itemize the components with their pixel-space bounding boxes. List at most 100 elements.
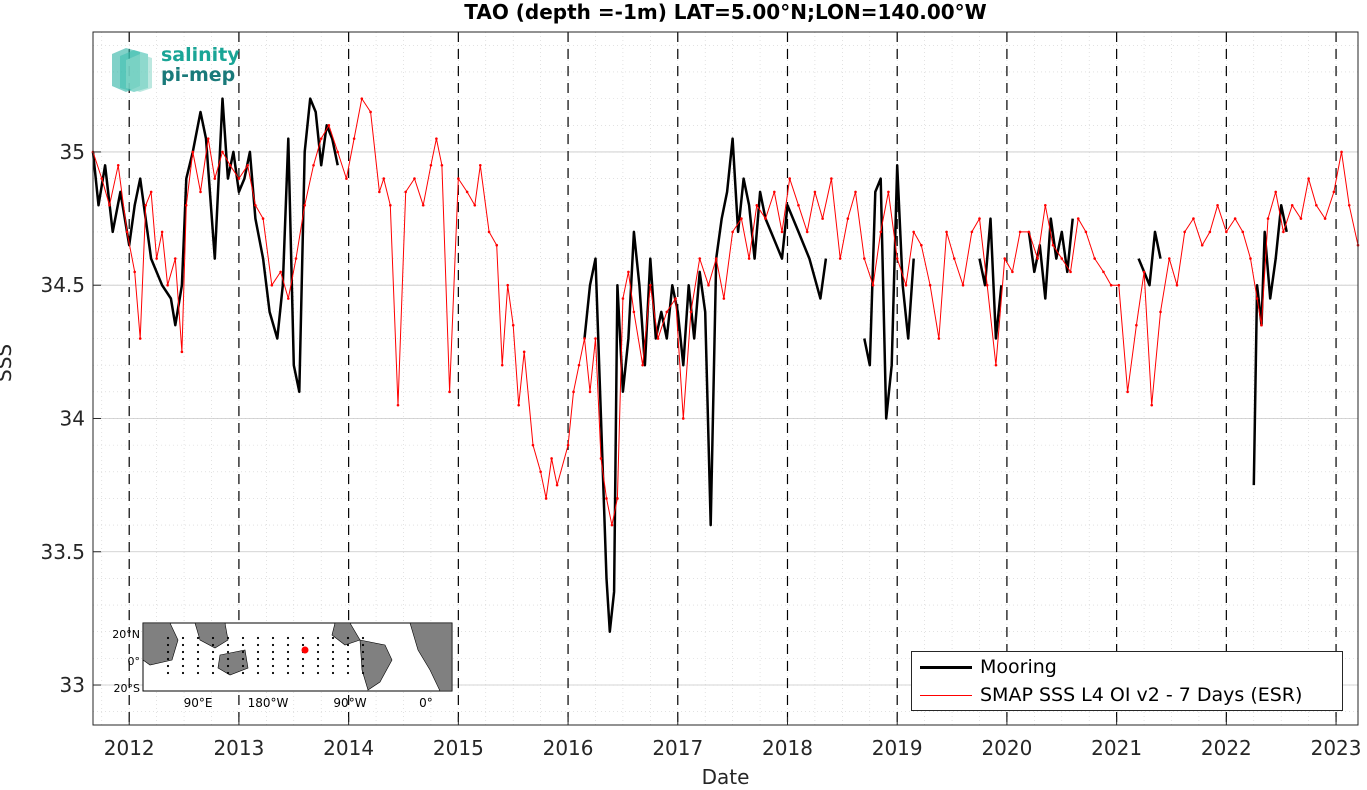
x-tick-label: 2014 [323, 736, 374, 760]
series-point-smap [1192, 217, 1195, 220]
series-point-smap [352, 137, 356, 140]
inset-map-buoy [316, 664, 320, 668]
series-point-smap [138, 337, 142, 340]
series-point-smap [912, 230, 915, 234]
series-point-smap [440, 163, 444, 167]
inset-map-buoy [196, 657, 200, 661]
series-point-smap [1216, 203, 1219, 207]
series-point-smap [1225, 230, 1228, 234]
series-point-smap [846, 217, 850, 220]
inset-map-buoy [301, 671, 305, 675]
series-point-smap [588, 390, 592, 394]
series-point-smap [599, 457, 603, 460]
inset-map-buoy [346, 650, 350, 654]
series-point-smap [166, 283, 169, 287]
x-tick-label: 2022 [1201, 736, 1252, 760]
series-line-mooring [91, 97, 1288, 633]
series-point-smap [747, 257, 751, 260]
series-point-smap [740, 217, 743, 220]
inset-map-buoy [196, 664, 200, 668]
series-point-smap [1093, 257, 1096, 260]
series-point-smap [594, 337, 597, 340]
series-point-smap [133, 270, 136, 274]
year-marker-lines [128, 32, 1337, 725]
series-point-smap [1011, 270, 1014, 274]
series-point-smap [1266, 217, 1270, 220]
series-point-smap [952, 257, 956, 260]
series-point-smap [1241, 230, 1245, 234]
inset-map-buoy [256, 636, 260, 640]
legend-label-smap: SMAP SSS L4 OI v2 - 7 Days (ESR) [980, 684, 1303, 706]
inset-map-buoy [241, 657, 245, 661]
series-point-smap [605, 497, 608, 500]
series-point-smap [1208, 230, 1212, 234]
inset-map-buoy [331, 671, 335, 675]
series-point-smap [270, 283, 274, 287]
series-point-smap [1069, 270, 1072, 274]
legend: Mooring SMAP SSS L4 OI v2 - 7 Days (ESR) [911, 651, 1343, 711]
series-point-smap [465, 190, 469, 194]
logo-text-pimep: pi-mep [161, 64, 236, 86]
series-point-smap [780, 230, 784, 234]
inset-map-buoy [286, 664, 290, 668]
inset-map-buoy [331, 664, 335, 668]
series-point-smap [689, 310, 693, 314]
series-point-smap [970, 230, 974, 234]
series-point-smap [1183, 230, 1186, 234]
inset-map-buoy [361, 650, 365, 654]
series-point-smap [261, 217, 265, 220]
series-point-smap [681, 417, 685, 420]
inset-map-landmass [359, 639, 393, 691]
series-point-smap [788, 177, 791, 180]
series-point-smap [506, 283, 510, 287]
series-point-smap [1332, 190, 1336, 194]
series-point-smap [862, 257, 866, 260]
series-point-smap [421, 203, 425, 207]
salinity-logo-icon [112, 48, 152, 92]
series-point-smap [294, 257, 298, 260]
inset-map-landmass [331, 622, 361, 646]
inset-lat-label: 20°N [112, 628, 140, 641]
inset-map-buoy [196, 671, 200, 675]
x-tick-label: 2018 [762, 736, 813, 760]
series-point-smap [173, 257, 177, 260]
x-tick-label: 2012 [104, 736, 155, 760]
series-point-smap [336, 150, 339, 154]
series-point-smap [1282, 230, 1285, 234]
series-point-smap [191, 150, 195, 154]
series-point-smap [1044, 203, 1047, 207]
series-point-smap [511, 323, 515, 327]
series-point-smap [649, 283, 652, 287]
series-point-smap [1135, 323, 1138, 327]
series-point-smap [180, 350, 184, 354]
series-point-smap [674, 297, 677, 300]
logo-text-salinity: salinity [161, 44, 240, 66]
inset-map-buoy [226, 636, 230, 640]
x-tick-label: 2021 [1091, 736, 1142, 760]
series-point-smap [961, 283, 965, 287]
series-point-smap [928, 283, 932, 287]
series-point-smap [100, 177, 104, 180]
inset-lat-label: 20°S [114, 682, 140, 695]
inset-map-buoy [331, 650, 335, 654]
series-point-smap [487, 230, 491, 234]
series-point-smap [1175, 283, 1179, 287]
inset-map-buoy [166, 650, 170, 654]
x-axis-label: Date [701, 765, 750, 789]
series-point-smap [555, 483, 559, 487]
inset-map-buoy [181, 643, 185, 647]
series-point-smap [108, 203, 111, 207]
series-point-smap [495, 243, 499, 247]
inset-map-buoy [331, 636, 335, 640]
series-point-smap [228, 163, 232, 167]
series-point-smap [1109, 283, 1113, 287]
inset-map-buoy [346, 657, 350, 661]
inset-map-buoy [256, 671, 260, 675]
inset-map-buoy [286, 643, 290, 647]
series-point-smap [821, 217, 824, 220]
series-point-smap [319, 137, 323, 140]
inset-map-buoy [226, 650, 230, 654]
inset-map-buoy [301, 636, 305, 640]
series-layer [91, 97, 1360, 633]
